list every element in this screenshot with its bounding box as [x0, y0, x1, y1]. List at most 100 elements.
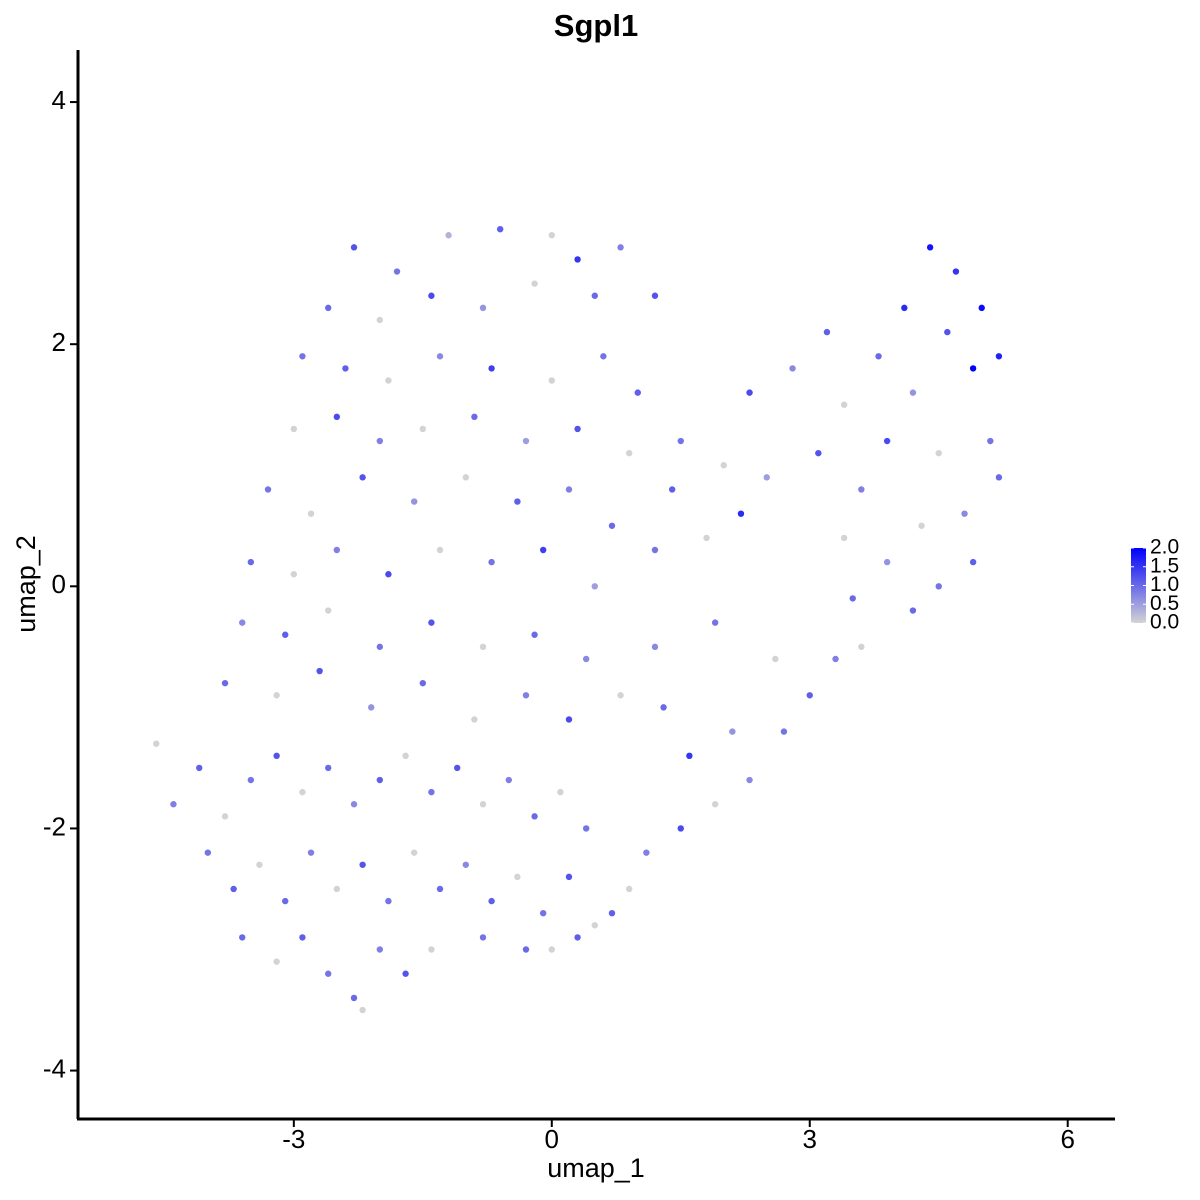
point [875, 353, 882, 360]
point [840, 401, 848, 408]
point [935, 449, 942, 457]
point [763, 474, 770, 481]
point [333, 885, 341, 893]
point [574, 934, 581, 941]
point [239, 619, 246, 626]
point [299, 788, 306, 796]
point [436, 885, 444, 893]
point [531, 631, 538, 638]
point [333, 413, 341, 421]
point [935, 583, 942, 590]
point [471, 716, 478, 723]
x-tick-label: -3 [282, 1124, 305, 1154]
point [221, 813, 229, 820]
point [419, 425, 427, 433]
x-tick-label: 6 [1060, 1124, 1074, 1154]
colorbar [1131, 548, 1146, 623]
colorbar-label: 1.0 [1150, 573, 1179, 596]
y-tick-label: -4 [43, 1053, 66, 1083]
point [488, 558, 495, 566]
point [901, 304, 908, 312]
point [196, 764, 203, 772]
colorbar-label: 0.0 [1150, 611, 1179, 634]
point [548, 946, 555, 953]
y-tick-label: -2 [43, 811, 66, 841]
point [385, 897, 392, 905]
point [772, 655, 779, 663]
point [402, 970, 409, 977]
point [325, 304, 332, 312]
point [539, 909, 547, 917]
point [514, 873, 521, 881]
point [428, 788, 435, 796]
point [230, 885, 237, 893]
y-tick-label: 4 [52, 85, 66, 115]
point [153, 740, 160, 747]
point [651, 546, 659, 554]
colorbar-label: 0.5 [1150, 592, 1179, 615]
point [385, 377, 392, 384]
point [651, 643, 659, 651]
point [290, 571, 298, 578]
point [557, 788, 564, 796]
point [445, 232, 452, 239]
point [454, 764, 461, 772]
point [574, 425, 581, 433]
point [505, 776, 512, 784]
point [376, 776, 384, 784]
point [858, 486, 865, 493]
point [170, 801, 177, 808]
point [479, 934, 487, 941]
point [591, 292, 598, 299]
point [711, 801, 719, 808]
point [479, 801, 487, 808]
point [247, 558, 255, 566]
point [488, 897, 495, 905]
point [720, 462, 727, 469]
point [273, 958, 280, 965]
point [531, 813, 538, 820]
point [789, 365, 796, 372]
point [376, 316, 384, 324]
point [350, 801, 358, 808]
point [273, 752, 280, 760]
x-axis-label: umap_1 [547, 1153, 645, 1183]
x-tick-label: 3 [803, 1124, 817, 1154]
point [239, 934, 246, 941]
point [617, 692, 624, 699]
point [548, 377, 555, 384]
point [307, 510, 315, 517]
point [419, 679, 427, 687]
point [436, 353, 444, 360]
point [299, 934, 306, 941]
y-tick-label: 2 [52, 327, 66, 357]
colorbar-label: 1.5 [1150, 554, 1179, 577]
point [608, 522, 616, 529]
point [393, 268, 401, 275]
point [909, 607, 917, 614]
point [565, 486, 573, 493]
point [479, 643, 487, 651]
point [643, 849, 650, 856]
point [617, 244, 624, 251]
point [376, 946, 384, 953]
point [514, 498, 521, 505]
point [436, 546, 444, 554]
point [582, 825, 590, 832]
point [325, 607, 332, 614]
point [376, 437, 384, 445]
point [350, 244, 358, 251]
point [987, 437, 994, 445]
point [677, 437, 684, 445]
point [909, 389, 917, 396]
point [651, 292, 659, 299]
point [402, 752, 409, 760]
point [316, 667, 323, 675]
point [247, 776, 255, 784]
point [686, 752, 693, 760]
point [737, 510, 745, 517]
point [978, 304, 985, 312]
point [411, 849, 418, 856]
point [531, 280, 538, 287]
